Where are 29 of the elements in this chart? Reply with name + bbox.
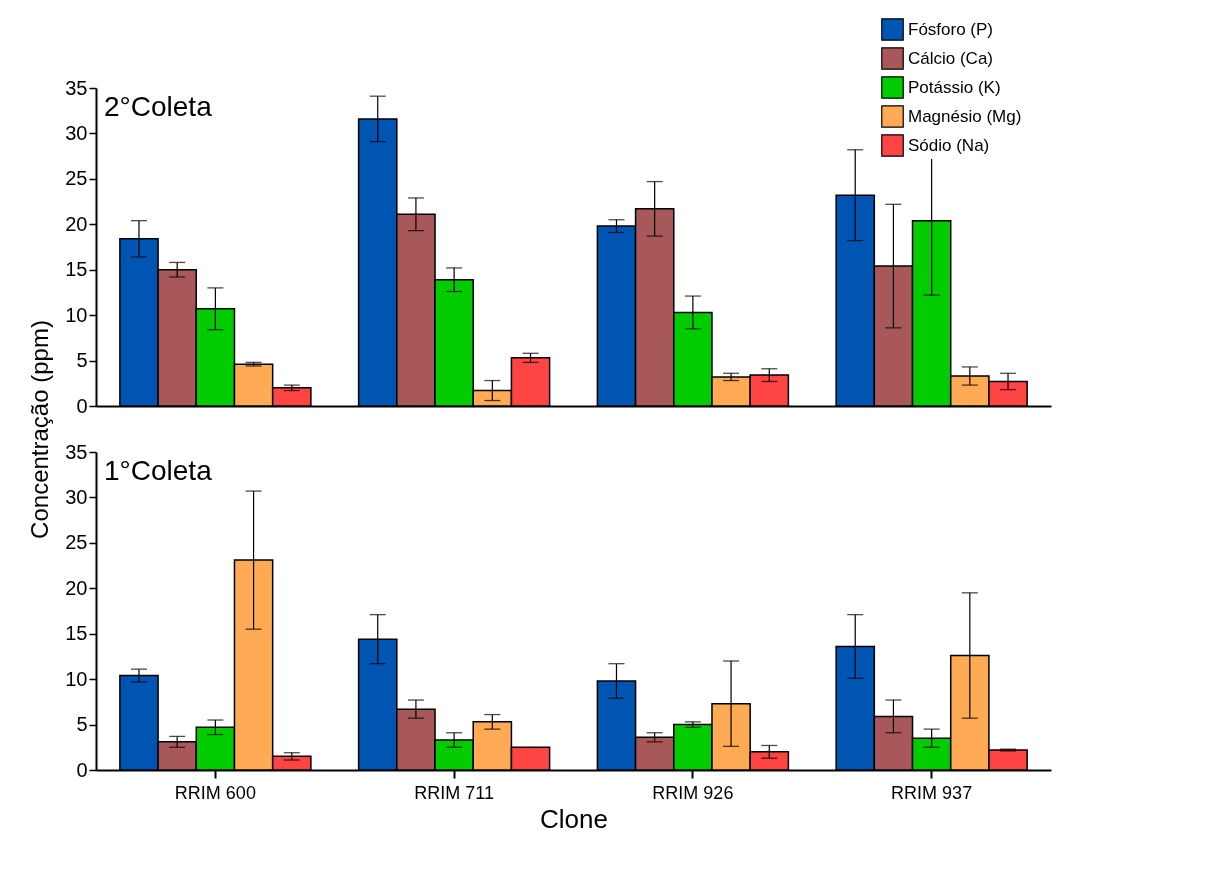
annotation: 1°Coleta [104, 455, 213, 486]
legend-label: Magnésio (Mg) [908, 106, 1022, 126]
legend-label: Sódio (Na) [908, 135, 990, 155]
y-tick-label: 0 [76, 394, 88, 417]
y-tick-label: 10 [65, 303, 88, 326]
y-tick-label: 35 [65, 76, 88, 99]
y-tick-label: 10 [65, 667, 88, 690]
y-tick-label: 0 [76, 758, 88, 781]
x-tick-label: RRIM 711 [414, 782, 494, 803]
y-tick-label: 30 [65, 485, 88, 508]
legend-label: Fósforo (P) [908, 19, 994, 39]
x-axis-title: Clone [540, 803, 608, 834]
y-tick-label: 35 [65, 440, 88, 463]
y-tick-label: 15 [65, 622, 88, 645]
y-tick-label: 30 [65, 121, 88, 144]
y-tick-label: 20 [65, 212, 88, 235]
y-axis-title: Concentração (ppm) [26, 320, 54, 539]
y-tick-label: 20 [65, 576, 88, 599]
x-tick-label: RRIM 600 [174, 782, 256, 803]
legend-label: Cálcio (Ca) [908, 48, 994, 68]
legend-label: Potássio (K) [908, 77, 1001, 97]
y-tick-label: 5 [76, 713, 88, 736]
x-tick-label: RRIM 926 [652, 782, 734, 803]
x-tick-label: RRIM 937 [891, 782, 973, 803]
y-tick-label: 25 [65, 167, 88, 190]
y-tick-label: 5 [76, 349, 88, 372]
y-tick-label: 15 [65, 258, 88, 281]
y-tick-label: 25 [65, 531, 88, 554]
annotation: 2°Coleta [104, 91, 213, 122]
